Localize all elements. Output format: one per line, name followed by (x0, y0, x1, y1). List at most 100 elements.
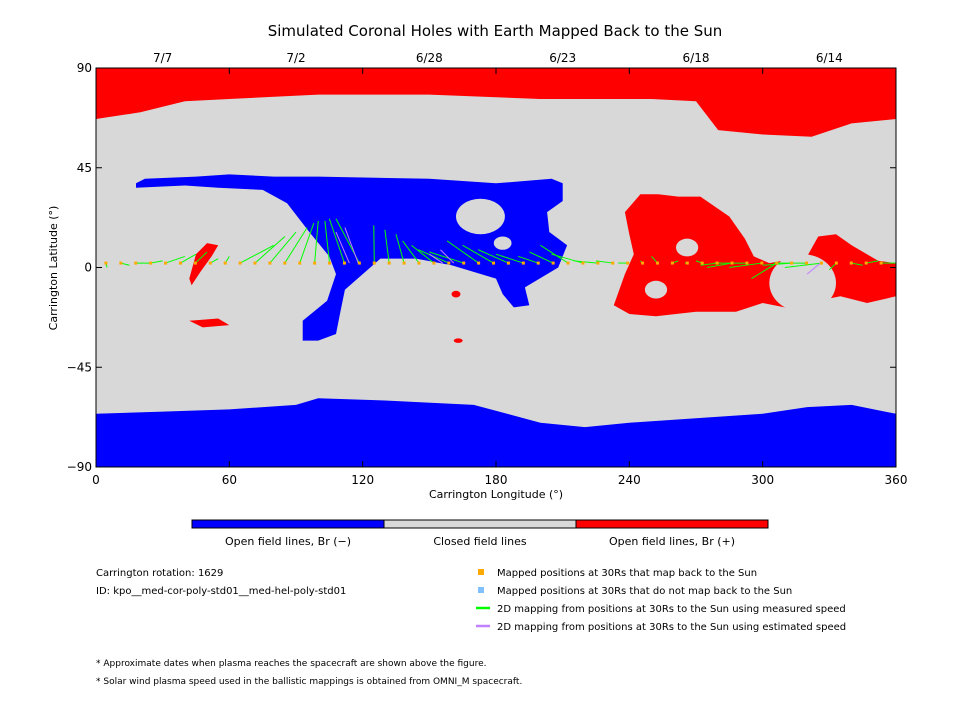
small-open-field-patch (451, 290, 461, 298)
measured-speed-mapping-line (239, 244, 275, 264)
mapped-position-marker (253, 261, 257, 265)
mapped-position-marker (223, 261, 227, 265)
mapped-position-marker (268, 261, 272, 265)
measured-speed-mapping-line (866, 260, 879, 264)
date-tick-label: 7/7 (153, 51, 172, 65)
estimated-speed-mapping-line (429, 253, 443, 264)
x-tick-label: 360 (885, 473, 908, 487)
mapped-position-marker (879, 261, 883, 265)
estimated-speed-mapping-line (440, 249, 455, 264)
measured-speed-mapping-line (784, 262, 822, 268)
date-tick-label: 6/28 (416, 51, 443, 65)
mapped-position-marker (551, 261, 555, 265)
open-field-region-negative (96, 398, 896, 467)
coronal-hole-map (95, 67, 897, 468)
x-tick-label: 240 (618, 473, 641, 487)
mapped-position-marker (626, 261, 630, 265)
mapped-position-marker (760, 261, 764, 265)
date-tick-label: 6/14 (816, 51, 843, 65)
mapped-position-marker (775, 261, 779, 265)
date-tick-label: 6/18 (683, 51, 710, 65)
x-tick-label: 0 (92, 473, 100, 487)
mapped-position-marker (134, 261, 138, 265)
mapped-position-marker (208, 261, 212, 265)
open-field-region-positive (96, 68, 896, 137)
measured-speed-mapping-line (751, 262, 778, 280)
colorbar-open-negative (191, 519, 385, 529)
chart-title: Simulated Coronal Holes with Earth Mappe… (268, 22, 723, 40)
mapped-position-marker (462, 261, 466, 265)
measured-speed-mapping-line (518, 255, 539, 264)
measured-speed-mapping-line (429, 251, 464, 264)
closed-field-island (644, 280, 668, 299)
mapped-position-marker (596, 261, 600, 265)
carrington-rotation: Carrington rotation: 1629 (96, 568, 223, 579)
measured-speed-mapping-line (299, 223, 315, 264)
measured-speed-mapping-line (395, 234, 405, 264)
mapped-position-marker (372, 261, 376, 265)
measured-speed-mapping-line (180, 253, 197, 264)
model-id: ID: kpo__med-cor-poly-std01__med-hel-pol… (96, 586, 346, 597)
mapped-position-marker (819, 261, 823, 265)
measured-speed-mapping-line (402, 240, 420, 264)
x-tick-label: 60 (222, 473, 237, 487)
mapped-position-marker (566, 261, 570, 265)
measured-speed-mapping-line (195, 251, 208, 264)
colorbar-label-closed: Closed field lines (433, 535, 527, 548)
mapped-position-marker (670, 261, 674, 265)
legend-not-mapped-back-marker (478, 587, 484, 593)
measured-speed-mapping-line (328, 218, 345, 264)
y-tick-label: −45 (67, 360, 92, 374)
y-tick-label: 90 (77, 61, 92, 75)
mapped-position-marker (402, 261, 406, 265)
measured-speed-mapping-line (851, 262, 863, 266)
measured-speed-mapping-line (573, 260, 598, 264)
mapped-position-marker (641, 261, 645, 265)
open-field-region-positive (189, 318, 230, 328)
open-field-region-positive (189, 243, 219, 286)
mapped-position-marker (477, 261, 481, 265)
measured-speed-mapping-line (540, 244, 569, 264)
measured-speed-mapping-line (165, 255, 186, 264)
x-tick-label: 180 (485, 473, 508, 487)
mapped-position-marker (849, 261, 853, 265)
footnote-speed: * Solar wind plasma speed used in the ba… (96, 677, 522, 687)
mapped-position-marker (447, 261, 451, 265)
mapped-position-marker (790, 261, 794, 265)
estimated-speed-mapping-line (344, 227, 359, 264)
mapped-position-marker (417, 261, 421, 265)
measured-speed-mapping-line (269, 231, 297, 264)
date-tick-label: 6/23 (549, 51, 576, 65)
mapped-position-marker (685, 261, 689, 265)
mapped-position-marker (149, 261, 153, 265)
mapped-position-marker (536, 261, 540, 265)
measured-speed-mapping-line (462, 244, 494, 264)
mapped-position-marker (834, 261, 838, 265)
measured-speed-mapping-line (495, 253, 524, 264)
measured-speed-mapping-line (529, 251, 554, 264)
mapped-position-marker (655, 261, 659, 265)
x-tick-label: 120 (351, 473, 374, 487)
mapped-position-marker (298, 261, 302, 265)
measured-speed-mapping-line (384, 229, 390, 264)
y-axis-label: Carrington Latitude (°) (47, 206, 60, 331)
mapped-position-marker (521, 261, 525, 265)
date-tick-label: 7/2 (286, 51, 305, 65)
y-tick-label: 45 (77, 161, 92, 175)
colorbar: Open field lines, Br (−) Closed field li… (191, 519, 769, 548)
mapped-position-marker (387, 261, 391, 265)
mapped-position-marker (864, 261, 868, 265)
closed-field-island (676, 238, 699, 257)
mapped-position-marker (730, 261, 734, 265)
mapped-position-marker (581, 261, 585, 265)
estimated-speed-mapping-line (335, 231, 350, 264)
small-open-field-patch (453, 338, 463, 343)
legend: Mapped positions at 30Rs that map back t… (476, 568, 846, 633)
legend-measured-speed-label: 2D mapping from positions at 30Rs to the… (497, 604, 846, 615)
colorbar-closed (383, 519, 577, 529)
mapped-position-marker (700, 261, 704, 265)
mapped-position-marker (745, 261, 749, 265)
mapped-position-marker (178, 261, 182, 265)
mapped-position-marker (432, 261, 436, 265)
